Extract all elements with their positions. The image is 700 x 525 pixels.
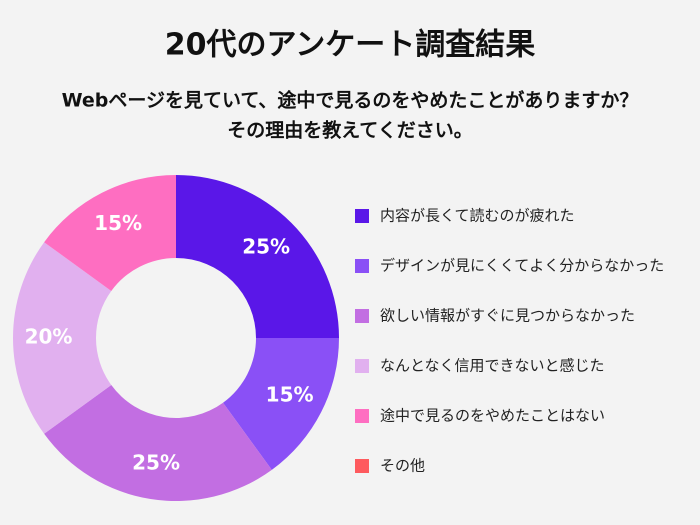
chart-subtitle: Webページを見ていて、途中で見るのをやめたことがありますか？ — [62, 89, 639, 112]
legend-swatch — [355, 259, 369, 273]
chart-title: 20代のアンケート調査結果 — [165, 28, 536, 63]
data-label: 25% — [132, 450, 180, 474]
data-label: 20% — [25, 325, 73, 349]
donut-slice — [223, 338, 339, 470]
legend-label: なんとなく信用できないと感じた — [380, 357, 605, 375]
legend-label: 内容が長くて読むのが疲れた — [380, 207, 575, 225]
donut-slice — [44, 175, 176, 291]
legend-label: 途中で見るのをやめたことはない — [380, 407, 605, 425]
legend-swatch — [355, 459, 369, 473]
legend-label: 欲しい情報がすぐに見つからなかった — [380, 307, 635, 325]
donut-slice — [176, 175, 339, 338]
legend-swatch — [355, 309, 369, 323]
legend-label: その他 — [380, 457, 425, 475]
data-label: 15% — [94, 211, 142, 235]
legend-label: デザインが見にくくてよく分からなかった — [380, 257, 664, 275]
data-label: 15% — [266, 382, 314, 406]
donut-slice — [44, 385, 272, 501]
legend-swatch — [355, 359, 369, 373]
legend-swatch — [355, 209, 369, 223]
donut-slice — [12, 242, 112, 434]
data-label: 25% — [242, 234, 290, 258]
chart-subtitle: その理由を教えてください。 — [227, 119, 472, 142]
legend-swatch — [355, 409, 369, 423]
